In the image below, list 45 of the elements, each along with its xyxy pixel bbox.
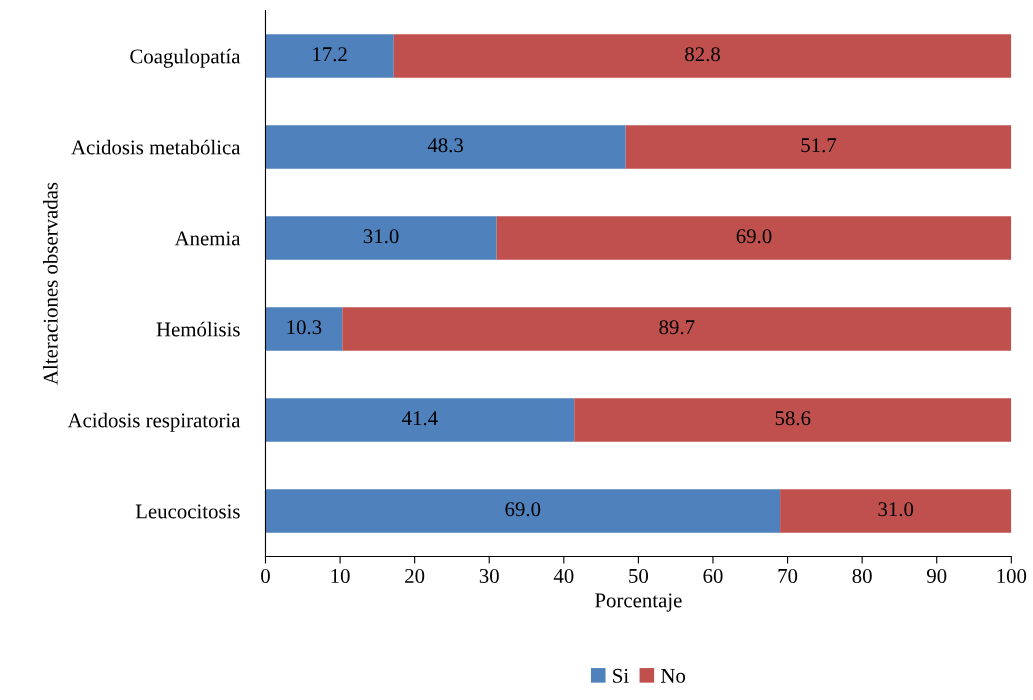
x-tick-label: 60 xyxy=(703,568,723,583)
y-tick-label: Acidosis respiratoria xyxy=(67,412,241,432)
bar xyxy=(780,489,1012,533)
data-label: 41.4 xyxy=(402,411,438,426)
data-label: 82.8 xyxy=(685,47,720,62)
data-label: 31.0 xyxy=(878,502,914,517)
data-label: 10.3 xyxy=(287,320,322,335)
bar xyxy=(265,34,394,78)
bar xyxy=(574,398,1012,442)
y-tick-label: Anemia xyxy=(174,231,241,246)
bar xyxy=(265,307,343,351)
x-tick-label: 90 xyxy=(926,568,947,583)
x-axis-title: Porcentaje xyxy=(595,593,682,612)
x-tick-label: 0 xyxy=(261,568,270,583)
bar xyxy=(265,398,575,442)
y-tick-label: Acidosis metabólica xyxy=(71,139,241,155)
data-label: 31.0 xyxy=(363,229,399,244)
x-tick-label: 80 xyxy=(852,568,872,583)
legend-label: No xyxy=(660,669,686,683)
x-tick-label: 10 xyxy=(331,568,350,583)
x-tick-label: 70 xyxy=(778,568,798,583)
x-tick-label: 50 xyxy=(629,568,649,583)
data-label: 69.0 xyxy=(736,229,772,244)
bar xyxy=(265,125,626,169)
bar xyxy=(393,34,1012,78)
y-tick-label: Coagulopatía xyxy=(130,48,241,68)
bar xyxy=(265,489,781,533)
data-label: 51.7 xyxy=(801,138,837,153)
data-label: 89.7 xyxy=(659,320,695,335)
y-axis-title: Alteraciones observadas xyxy=(43,182,58,385)
data-label: 17.2 xyxy=(313,47,347,62)
bar xyxy=(342,307,1012,351)
x-tick-label: 40 xyxy=(553,568,574,583)
data-label: 69.0 xyxy=(505,502,541,517)
y-tick-label: Hemólisis xyxy=(156,321,240,337)
bar xyxy=(496,216,1012,260)
x-tick-label: 30 xyxy=(479,568,499,583)
data-label: 58.6 xyxy=(775,411,811,426)
y-tick-label: Leucocitosis xyxy=(135,504,240,519)
x-tick-label: 20 xyxy=(405,568,425,583)
x-tick-label: 100 xyxy=(997,568,1027,583)
data-label: 48.3 xyxy=(427,138,464,153)
legend-label: Si xyxy=(613,668,629,683)
bar xyxy=(265,216,497,260)
bar xyxy=(625,125,1012,169)
